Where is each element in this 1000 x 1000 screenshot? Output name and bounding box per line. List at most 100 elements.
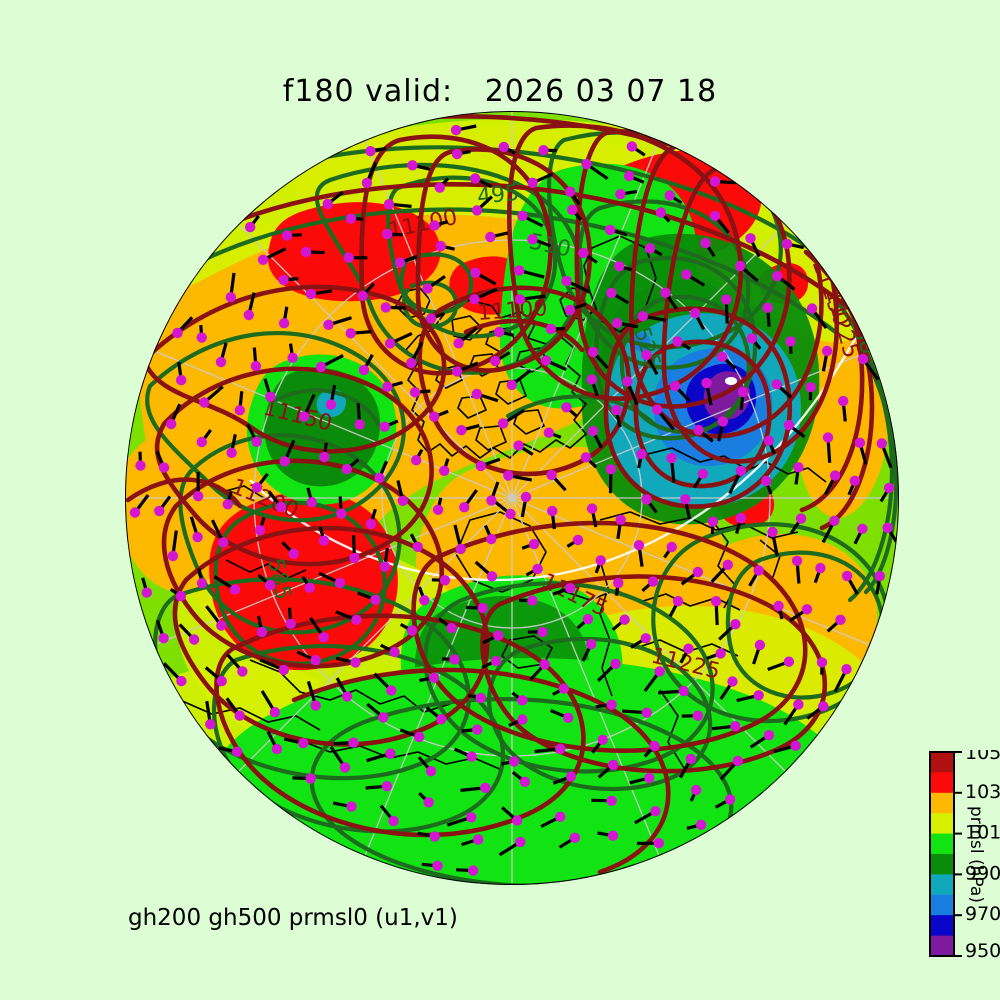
wind-barbs [129,124,899,876]
wind-barb-origin [650,806,661,817]
wind-barb-origin [450,124,462,136]
wind-barb-origin [374,472,385,484]
wind-barb-origin [695,819,707,830]
wind-barb-origin [527,234,538,245]
wind-barb-origin [838,395,849,407]
wind-barb-origin [818,701,829,712]
wind-barb-origin [883,482,895,494]
wind-barb-origin [237,666,248,677]
wind-barb-origin [773,600,784,612]
wind-barb-origin [588,346,599,358]
wind-barb-origin [791,555,803,566]
wind-barb-origin [226,447,237,458]
wind-barb-origin [271,743,283,755]
wind-barb-origin [527,177,538,188]
wind-barb-origin [519,776,531,787]
wind-barb-origin [586,374,597,385]
wind-barb-origin [477,602,488,614]
colorbar-band [931,935,953,957]
page-title: f180 valid: 2026 03 07 18 [282,74,718,109]
wind-barb-origin [806,303,818,314]
wind-barb-origin [386,685,397,696]
wind-barb-origin [710,596,722,607]
wind-barb-origin [683,643,694,654]
prmsl-filled-field: 495 510 525 585 585 11100 11150 11175 11… [125,111,899,885]
wind-barb-origin [735,512,746,524]
wind-barb-origin [615,514,626,525]
wind-barb-origin [166,418,177,430]
wind-barb-origin [527,595,538,606]
colorbar-band [931,833,953,855]
wind-barb-origin [651,404,663,415]
wind-barb-origin [243,309,254,321]
wind-barb-origin [265,391,276,402]
wind-barb-origin [805,382,816,393]
wind-barb-origin [615,189,626,200]
wind-barb-origin [882,522,893,533]
wind-barb-origin [783,656,795,667]
wind-barb-origin [429,220,440,231]
wind-barb-origin [605,464,617,475]
wind-barb-origin [849,475,860,486]
wind-barb-origin [251,482,263,493]
wind-barb-origin [473,834,484,845]
wind-barb-origin [322,198,333,210]
wind-barb-origin [218,537,229,548]
wind-barb-origin [389,646,400,658]
colorbar[interactable]: 1050 1030 1010 990 970 950 [926,750,1000,958]
wind-barb-origin [414,731,425,743]
wind-barb-origin [351,614,362,625]
wind-barb-origin [857,353,869,365]
wind-barb-origin [555,811,566,822]
wind-barb-origin [436,714,447,725]
wind-barb-origin [278,274,289,286]
wind-barb-origin [407,160,418,171]
wind-barb-origin [278,664,289,676]
wind-barb-origin [468,865,479,876]
gh200-label-11100-b: 11100 [477,296,549,326]
wind-barb-origin [655,207,667,218]
wind-barb-origin [378,712,389,723]
wind-barb-origin [358,364,370,376]
wind-barb-origin [192,531,203,543]
wind-barb-origin [660,287,671,298]
wind-barb-origin [692,566,704,578]
wind-barb-origin [692,710,704,721]
wind-barb-origin [305,288,317,300]
wind-barb-origin [649,740,660,752]
wind-barb-origin [835,614,846,625]
wind-barb-origin [471,205,483,216]
colorbar-band [931,915,953,937]
wind-barb-origin [409,387,421,398]
wind-barb-origin [158,633,169,644]
wind-barb-origin [821,345,833,357]
wind-barb-origin [493,326,505,338]
wind-barb-origin [610,658,621,669]
wind-barb-origin [816,657,828,668]
wind-barb-origin [822,432,834,443]
wind-barb-origin [299,411,310,422]
wind-barb-origin [641,349,652,361]
wind-barb-origin [304,582,315,593]
wind-barb-origin [761,475,772,487]
wind-barb-origin [425,766,437,777]
wind-barb-origin [623,170,635,182]
wind-barb-origin [264,579,276,591]
wind-barb-origin [288,548,299,559]
wind-barb-origin [432,860,443,871]
wind-barb-origin [475,692,486,704]
wind-barb-origin [471,388,482,400]
wind-barb-origin [539,659,550,670]
wind-barb-origin [486,571,498,582]
wind-barb-origin [841,664,852,675]
wind-barb-origin [672,596,684,607]
wind-barb-origin [716,351,728,362]
colorbar-band [931,894,953,916]
wind-barb-origin [762,302,773,313]
wind-barb-origin [278,318,290,329]
wind-barb-origin [406,357,417,369]
wind-barb-origin [285,618,296,629]
wind-barb-origin [666,541,677,553]
